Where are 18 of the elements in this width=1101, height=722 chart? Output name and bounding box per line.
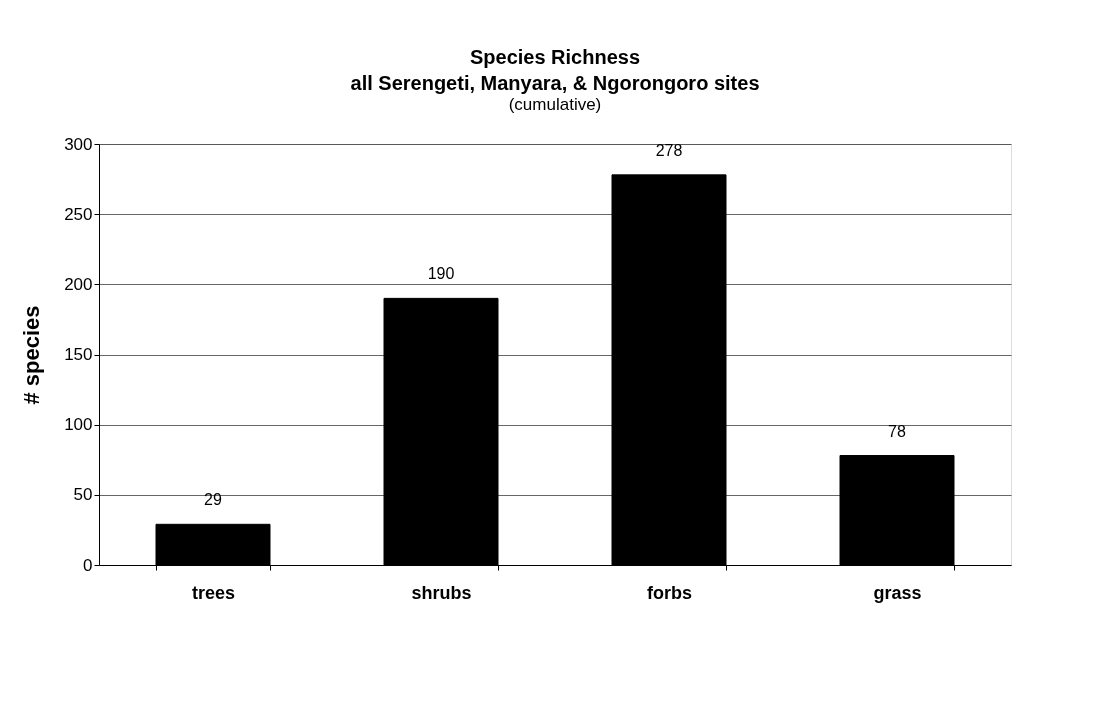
x-tick-label: trees — [191, 582, 236, 603]
data-label: 278 — [655, 141, 683, 159]
x-tick-label: shrubs — [411, 582, 472, 603]
x-tick-label: forbs — [647, 582, 692, 603]
y-tick-label: 50 — [73, 485, 93, 505]
data-label: 78 — [888, 422, 906, 440]
x-tick-label: grass — [873, 582, 922, 603]
y-tick-label: 200 — [64, 274, 93, 294]
y-tick-label: 150 — [64, 345, 93, 364]
data-label: 29 — [204, 491, 222, 509]
y-tick-label: 250 — [64, 204, 93, 224]
y-tick-label: 300 — [64, 134, 93, 154]
y-axis-title: # species — [19, 305, 45, 405]
data-label: 190 — [427, 265, 455, 283]
y-tick-label: 100 — [64, 415, 93, 435]
chart-title: Species Richness all Serengeti, Manyara, & Ngorongoro sites — [350, 46, 760, 94]
y-tick-label: 0 — [83, 555, 93, 575]
chart-subtitle: (cumulative) — [508, 95, 602, 114]
